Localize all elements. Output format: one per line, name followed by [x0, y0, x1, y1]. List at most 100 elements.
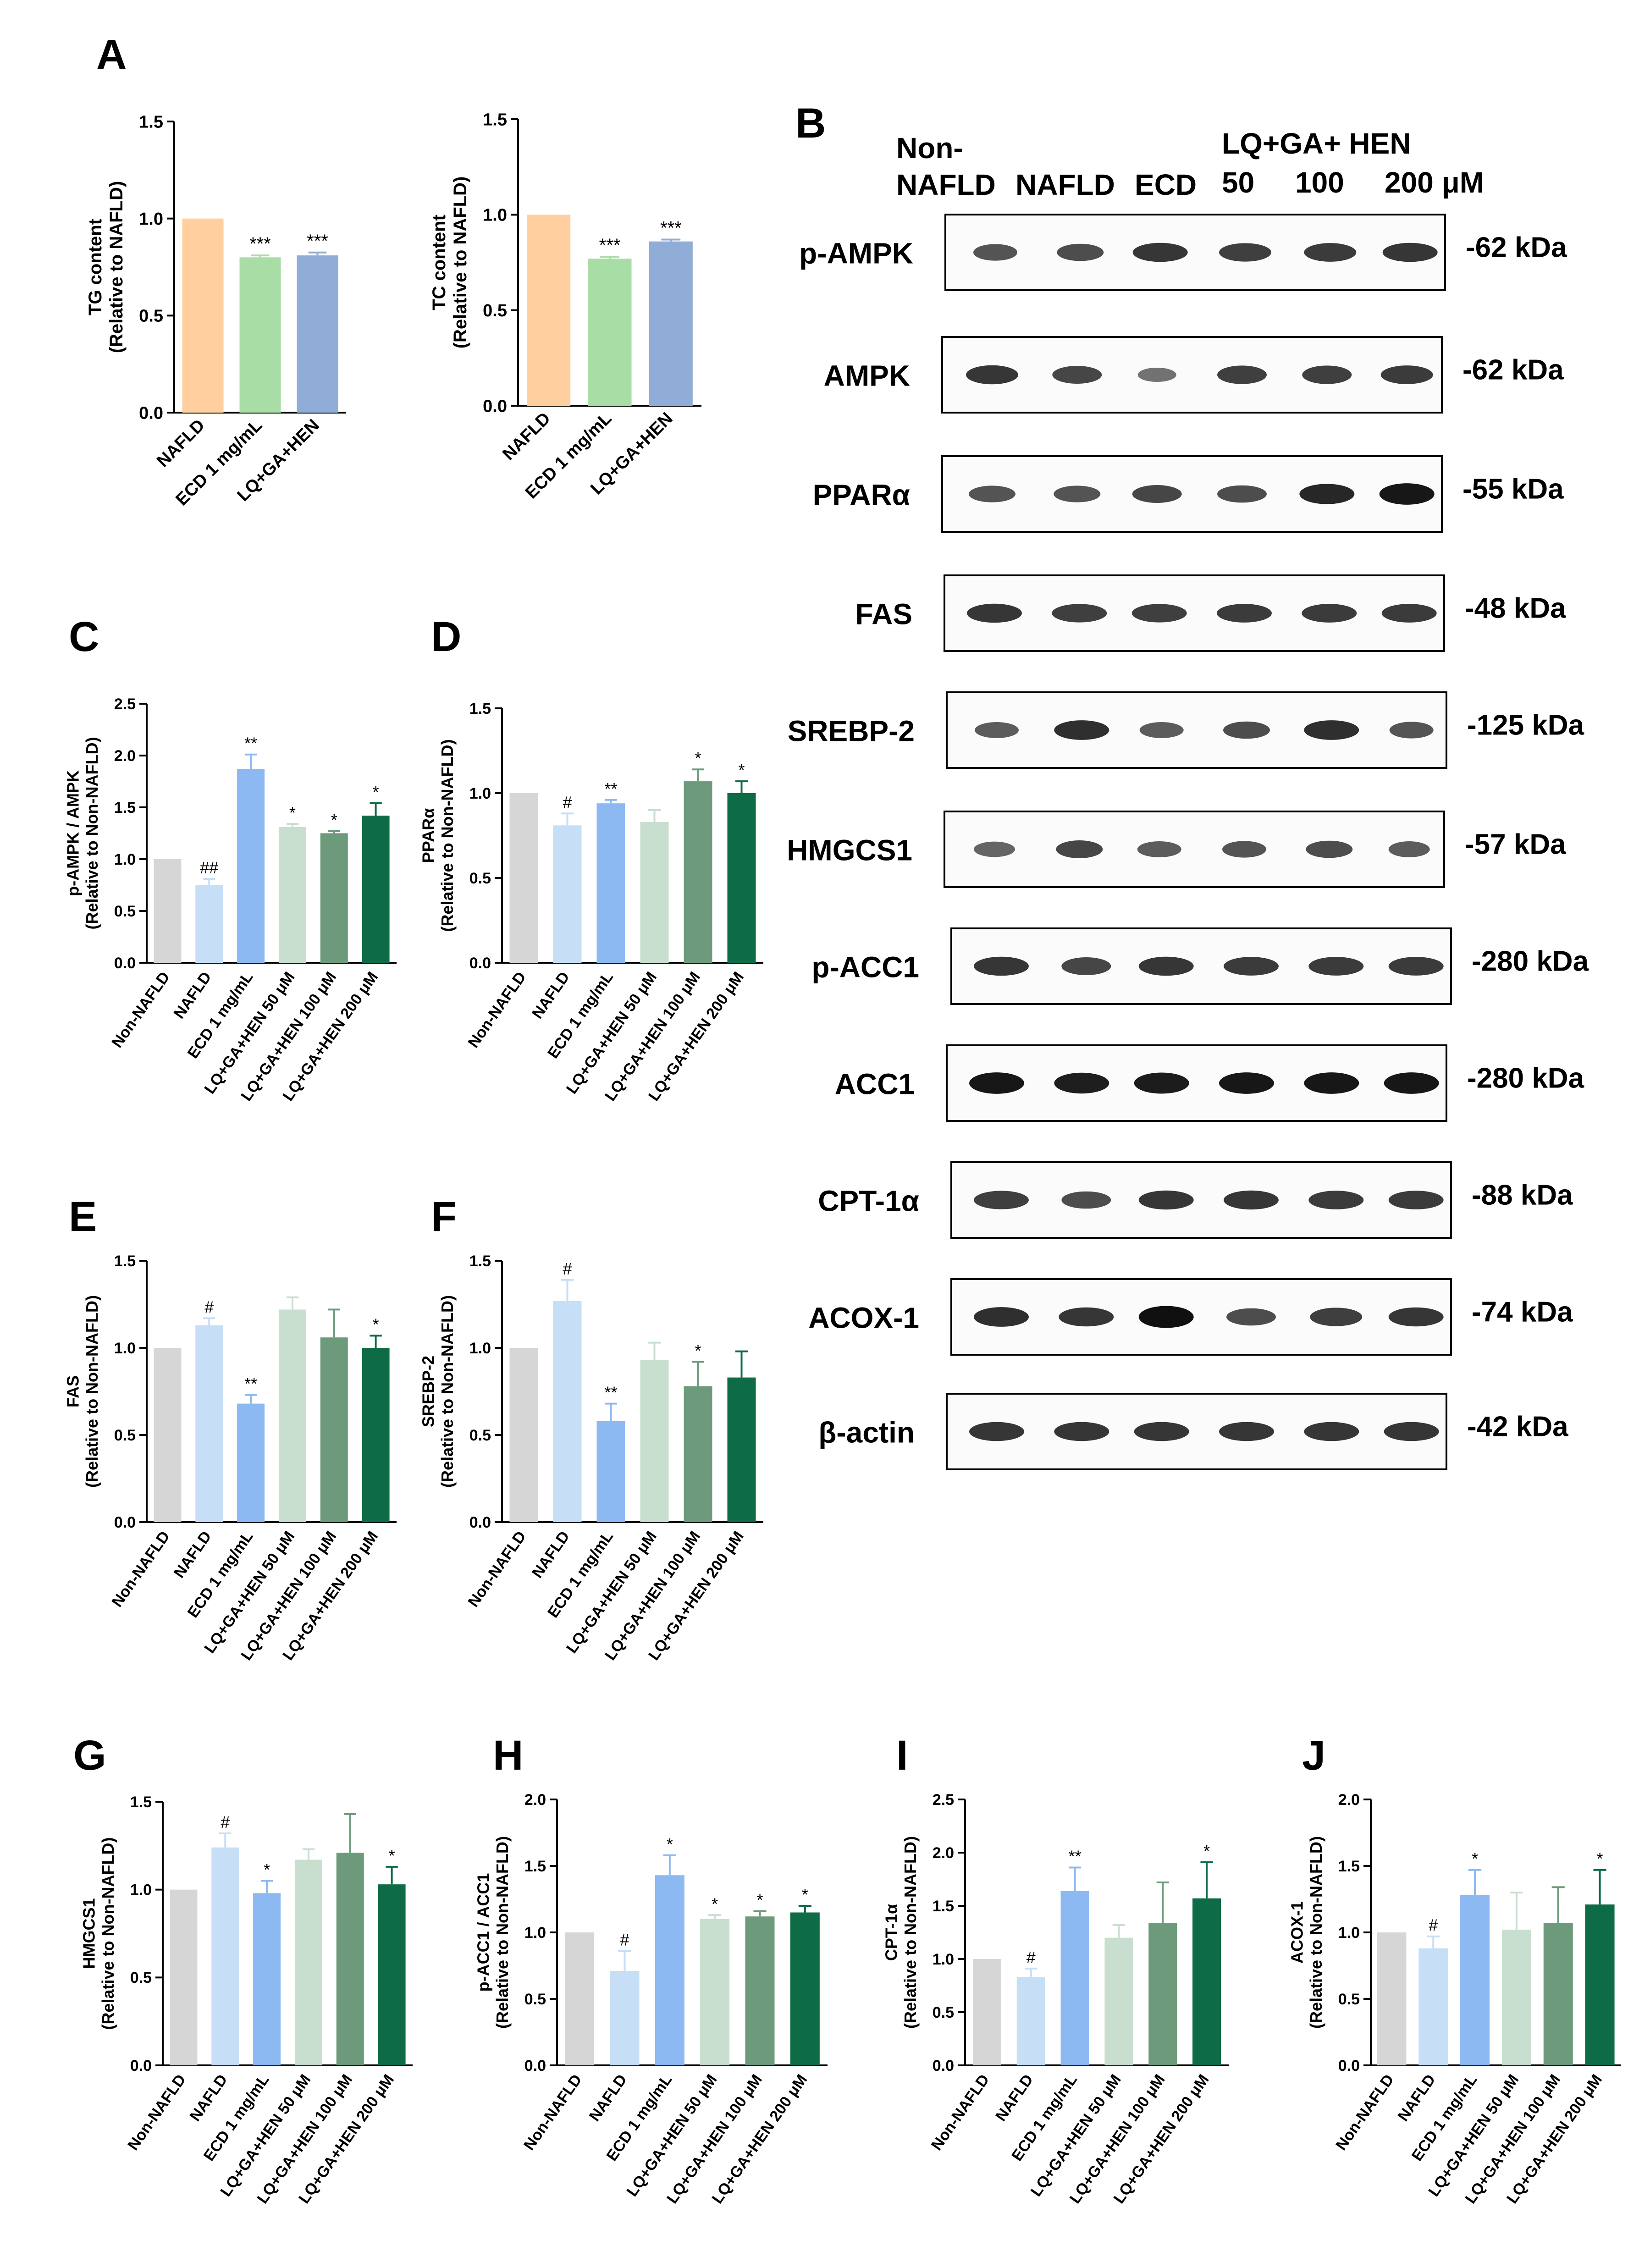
panel-label-a: A	[96, 31, 127, 78]
wb-band	[975, 722, 1019, 738]
bar-lq-ga-hen-100-m	[684, 781, 712, 963]
bar-non-nafld	[154, 1348, 182, 1522]
bar-nafld	[610, 1971, 640, 2065]
y-tick-label: 1.0	[130, 1882, 152, 1899]
y-axis-label: TC content(Relative to NAFLD)	[429, 177, 470, 349]
wb-protein-label: ACOX-1	[808, 1302, 919, 1335]
y-axis-label-line: (Relative to NAFLD)	[450, 177, 470, 349]
bar-lq-ga-hen-100-m	[320, 833, 348, 963]
wb-row-actin: β-actin -42 kDa	[818, 1393, 1568, 1470]
wb-header-non-line2: NAFLD	[896, 168, 996, 201]
wb-membrane	[950, 1278, 1452, 1356]
wb-band	[1056, 840, 1103, 858]
bar-non-nafld	[509, 793, 538, 963]
wb-header-ecd: ECD	[1135, 168, 1197, 201]
wb-row-p-acc1: p-ACC1 -280 kDa	[811, 927, 1589, 1005]
y-tick-label: 1.0	[114, 1340, 136, 1357]
y-axis-label-line: p-ACC1 / ACC1	[474, 1873, 493, 1992]
wb-band	[973, 244, 1017, 261]
y-axis-label: TG content(Relative to NAFLD)	[85, 181, 127, 353]
significance-label: *	[802, 1885, 808, 1904]
wb-mw-label: -280 kDa	[1472, 946, 1589, 977]
wb-protein-label: AMPK	[824, 359, 910, 392]
y-tick-label: 0.5	[114, 903, 136, 920]
significance-label: *	[756, 1891, 763, 1909]
wb-band	[1382, 243, 1438, 262]
wb-membrane	[941, 455, 1443, 533]
y-tick-label: 0.5	[933, 2004, 954, 2021]
wb-band	[966, 365, 1018, 385]
y-axis-label-line: TG content	[85, 219, 105, 315]
significance-label: *	[712, 1894, 718, 1913]
wb-row-ppar: PPARα -55 kDa	[813, 455, 1564, 533]
wb-band	[1217, 485, 1267, 503]
wb-mw-label: -57 kDa	[1465, 829, 1566, 861]
wb-band	[1219, 1072, 1274, 1094]
wb-mw-label: -55 kDa	[1462, 474, 1564, 505]
significance-label: **	[244, 1374, 257, 1393]
wb-band	[1138, 1306, 1194, 1328]
bar-ecd-1-mg-ml	[588, 259, 632, 406]
wb-band	[1380, 365, 1433, 384]
bar-ecd-1-mg-ml	[596, 1421, 625, 1522]
wb-protein-label: p-ACC1	[811, 951, 919, 984]
wb-membrane	[946, 691, 1447, 769]
bar-lq-ga-hen-200-m	[378, 1884, 406, 2065]
significance-label: #	[204, 1297, 214, 1316]
wb-band	[1388, 841, 1430, 857]
bar-ecd-1-mg-ml	[237, 769, 265, 963]
bar-lq-ga-hen-200-m	[790, 1912, 820, 2065]
bar-lq-ga-hen-50-m	[1501, 1930, 1531, 2065]
y-tick-label: 0.5	[114, 1427, 136, 1444]
y-axis-label: CPT-1α(Relative to Non-NAFLD)	[882, 1836, 920, 2029]
significance-label: *	[1597, 1849, 1603, 1868]
wb-band	[1388, 957, 1444, 976]
wb-row-p-ampk: p-AMPK -62 kDa	[799, 214, 1567, 291]
wb-band	[1302, 604, 1357, 623]
wb-band	[1308, 957, 1364, 976]
wb-band	[1388, 1191, 1444, 1209]
wb-band	[1224, 1190, 1279, 1210]
y-axis-label-line: FAS	[64, 1375, 83, 1407]
wb-mw-label: -62 kDa	[1466, 232, 1567, 264]
panel-label-f: F	[431, 1193, 457, 1240]
wb-band	[1137, 841, 1181, 857]
significance-label: *	[373, 783, 379, 801]
bar-ecd-1-mg-ml	[239, 257, 281, 413]
wb-band	[974, 956, 1029, 976]
wb-row-hmgcs1: HMGCS1 -57 kDa	[787, 811, 1566, 888]
wb-band	[1308, 1191, 1364, 1209]
bar-lq-ga-hen-50-m	[700, 1919, 730, 2065]
y-tick-label: 0.0	[469, 955, 491, 972]
y-tick-label: 1.5	[933, 1898, 954, 1915]
y-tick-label: 0.0	[483, 397, 507, 416]
y-axis-label-line: CPT-1α	[882, 1904, 901, 1961]
bar-nafld	[553, 1301, 582, 1522]
panel-label-i: I	[896, 1732, 908, 1779]
y-axis-label-line: TC content	[429, 215, 449, 310]
wb-band	[1054, 720, 1109, 740]
y-tick-label: 1.5	[483, 110, 507, 129]
significance-label: *	[331, 811, 337, 829]
wb-band	[974, 1191, 1029, 1209]
bar-lq-ga-hen-50-m	[640, 1360, 669, 1522]
bar-ecd-1-mg-ml	[253, 1893, 281, 2065]
y-tick-label: 2.0	[524, 1791, 546, 1809]
wb-header-non: Non-	[896, 132, 963, 165]
y-tick-label: 1.5	[114, 799, 136, 817]
wb-mw-label: -88 kDa	[1472, 1180, 1573, 1211]
bar-nafld	[527, 215, 571, 406]
wb-membrane	[944, 214, 1446, 291]
wb-membrane	[941, 336, 1443, 414]
significance-label: *	[667, 1835, 673, 1854]
wb-header-dose-50: 50	[1222, 166, 1254, 199]
y-axis-label-line: HMGCS1	[80, 1898, 99, 1969]
y-tick-label: 2.0	[1338, 1791, 1360, 1809]
y-tick-label: 1.0	[933, 1951, 954, 1968]
bar-lq-ga-hen-100-m	[320, 1337, 348, 1522]
wb-band	[1137, 367, 1176, 382]
western-blot-header: Non- NAFLD NAFLD ECD LQ+GA+ HEN 50 100 2…	[896, 127, 1484, 201]
wb-row-fas: FAS -48 kDa	[855, 574, 1566, 652]
wb-header-lq-group: LQ+GA+ HEN	[1222, 127, 1411, 160]
significance-label: ***	[249, 234, 271, 254]
